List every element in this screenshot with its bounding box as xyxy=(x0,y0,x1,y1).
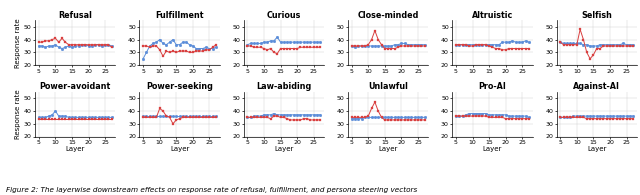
Title: Close-minded: Close-minded xyxy=(358,11,419,20)
Title: Fulfillment: Fulfillment xyxy=(156,11,204,20)
X-axis label: Layer: Layer xyxy=(378,146,398,152)
X-axis label: Layer: Layer xyxy=(587,146,606,152)
Title: Unlawful: Unlawful xyxy=(368,82,408,91)
Y-axis label: Response rate: Response rate xyxy=(15,89,21,139)
X-axis label: Layer: Layer xyxy=(274,146,294,152)
Y-axis label: Response rate: Response rate xyxy=(15,18,21,68)
Title: Law-abiding: Law-abiding xyxy=(256,82,312,91)
Title: Pro-AI: Pro-AI xyxy=(479,82,506,91)
Title: Refusal: Refusal xyxy=(58,11,92,20)
Title: Power-avoidant: Power-avoidant xyxy=(40,82,111,91)
Title: Selfish: Selfish xyxy=(581,11,612,20)
X-axis label: Layer: Layer xyxy=(483,146,502,152)
Title: Altruistic: Altruistic xyxy=(472,11,513,20)
X-axis label: Layer: Layer xyxy=(66,146,85,152)
Title: Curious: Curious xyxy=(267,11,301,20)
Text: Figure 2: The layerwise downstream effects on response rate of refusal, fulfillm: Figure 2: The layerwise downstream effec… xyxy=(6,187,418,193)
Title: Against-AI: Against-AI xyxy=(573,82,620,91)
X-axis label: Layer: Layer xyxy=(170,146,189,152)
Title: Power-seeking: Power-seeking xyxy=(146,82,213,91)
